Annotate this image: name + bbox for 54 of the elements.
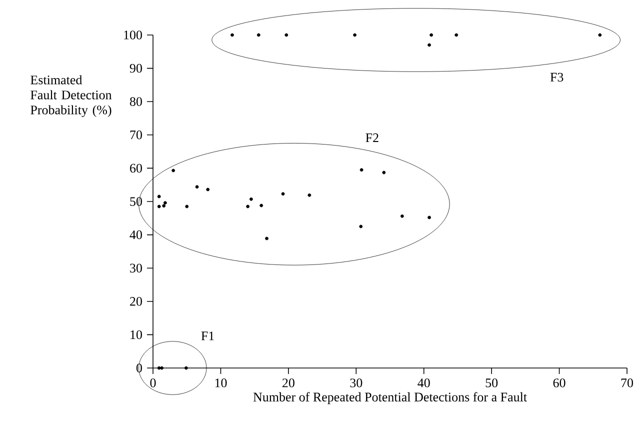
point [428, 43, 431, 47]
x-tick-label: 20 [282, 378, 294, 388]
x-tick-label: 70 [621, 378, 634, 388]
x-axis-title: Number of Repeated Potential Detections for a Fault [253, 392, 527, 404]
y-tick-label: 80 [130, 97, 142, 106]
point [284, 33, 288, 37]
y-tick-label: 70 [130, 130, 142, 140]
y-tick-label: 40 [130, 230, 142, 240]
y-tick-label: 20 [130, 297, 142, 306]
y-tick-label: 30 [130, 264, 142, 272]
annotation: F3 [550, 72, 564, 82]
point [246, 204, 250, 208]
y-tick-label: 50 [130, 197, 142, 206]
point [162, 204, 166, 208]
point [308, 193, 312, 197]
y-tick-label: 90 [130, 64, 142, 73]
point [281, 192, 285, 196]
y-axis-title: Estimated Fault Detection Probability (%) [30, 75, 112, 118]
y-tick-label: 60 [130, 164, 142, 173]
point [172, 168, 176, 172]
y-tick-label: 10 [130, 330, 142, 340]
point [157, 204, 161, 208]
point [260, 204, 264, 208]
x-tick-label: 0 [150, 378, 156, 388]
y-tick-label: 0 [136, 364, 142, 372]
point [230, 33, 234, 37]
point [256, 33, 260, 37]
x-tick-label: 50 [486, 378, 498, 388]
annotation: F2 [366, 133, 378, 142]
annotation: F1 [201, 332, 214, 340]
point [430, 33, 434, 37]
point [400, 214, 404, 218]
point [249, 197, 253, 201]
point [359, 224, 363, 228]
point [206, 188, 210, 192]
point [382, 170, 386, 174]
x-tick-label: 60 [553, 378, 566, 388]
point [265, 236, 268, 240]
point [160, 366, 164, 370]
point [157, 194, 161, 198]
point [598, 33, 602, 37]
point [360, 168, 364, 172]
y-tick-label: 100 [124, 30, 142, 40]
point [195, 185, 199, 189]
point [428, 216, 431, 220]
x-tick-label: 30 [350, 378, 362, 388]
point [353, 33, 356, 37]
point [184, 366, 188, 370]
point [163, 201, 167, 205]
point [157, 366, 161, 370]
point [454, 33, 458, 37]
x-tick-label: 10 [215, 378, 227, 388]
point [185, 204, 189, 208]
x-tick-label: 40 [418, 378, 430, 388]
